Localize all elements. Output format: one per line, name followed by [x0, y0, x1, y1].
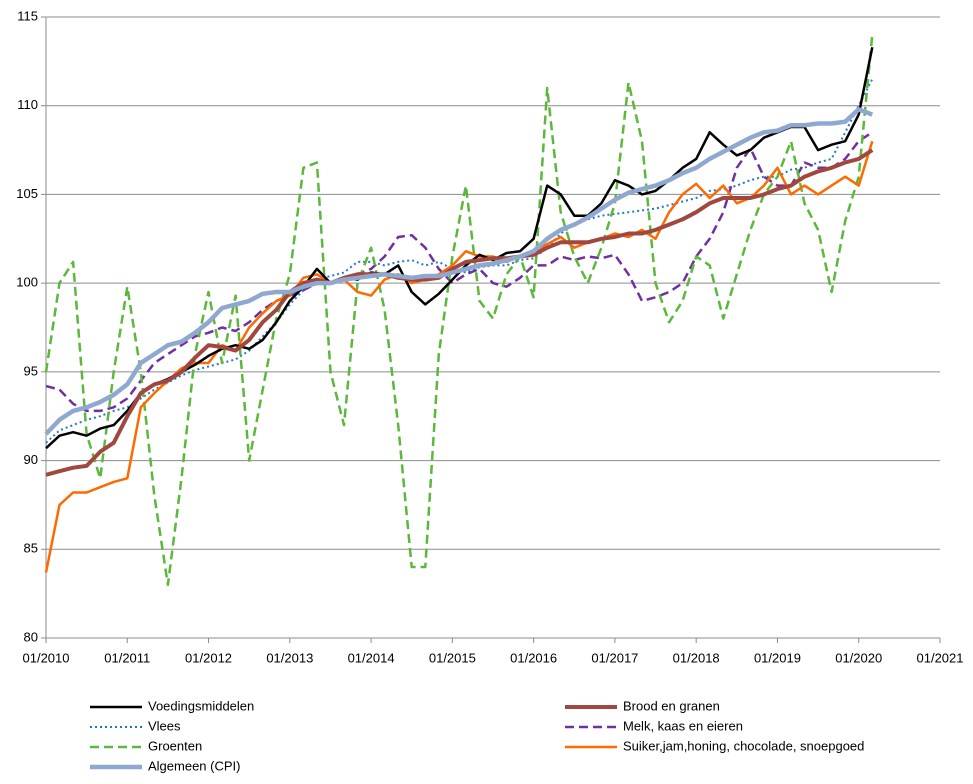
y-tick-label: 100 — [16, 275, 38, 290]
legend-label: Groenten — [148, 738, 202, 753]
x-tick-label: 01/2015 — [429, 650, 476, 665]
y-tick-label: 110 — [17, 97, 38, 112]
x-tick-label: 01/2017 — [591, 650, 638, 665]
series-line — [45, 148, 874, 477]
legend-label: Voedingsmiddelen — [148, 698, 254, 713]
series-line — [45, 78, 874, 444]
y-tick-label: 90 — [24, 452, 38, 467]
series-line — [45, 131, 873, 413]
x-tick-label: 01/2012 — [185, 650, 232, 665]
x-tick-label: 01/2020 — [835, 650, 882, 665]
series-line — [45, 46, 874, 450]
y-tick-label: 115 — [17, 8, 38, 23]
x-tick-label: 01/2014 — [348, 650, 395, 665]
legend-label: Brood en granen — [623, 698, 720, 713]
series-line — [44, 34, 874, 587]
series-line — [44, 140, 874, 573]
x-tick-label: 01/2019 — [754, 650, 801, 665]
y-tick-label: 105 — [16, 186, 38, 201]
x-tick-label: 01/2010 — [23, 650, 70, 665]
y-tick-label: 95 — [24, 363, 38, 378]
x-tick-label: 01/2021 — [917, 650, 964, 665]
legend-label: Melk, kaas en eieren — [623, 718, 743, 733]
legend-label: Algemeen (CPI) — [148, 758, 240, 773]
legend-label: Vlees — [148, 718, 181, 733]
x-tick-label: 01/2011 — [104, 650, 150, 665]
legend-label: Suiker,jam,honing, chocolade, snoepgoed — [623, 738, 864, 753]
y-tick-label: 85 — [24, 541, 38, 556]
x-tick-label: 01/2018 — [673, 650, 720, 665]
y-tick-label: 80 — [24, 629, 38, 644]
x-tick-label: 01/2016 — [510, 650, 557, 665]
x-tick-label: 01/2013 — [266, 650, 313, 665]
series-line — [44, 107, 874, 436]
